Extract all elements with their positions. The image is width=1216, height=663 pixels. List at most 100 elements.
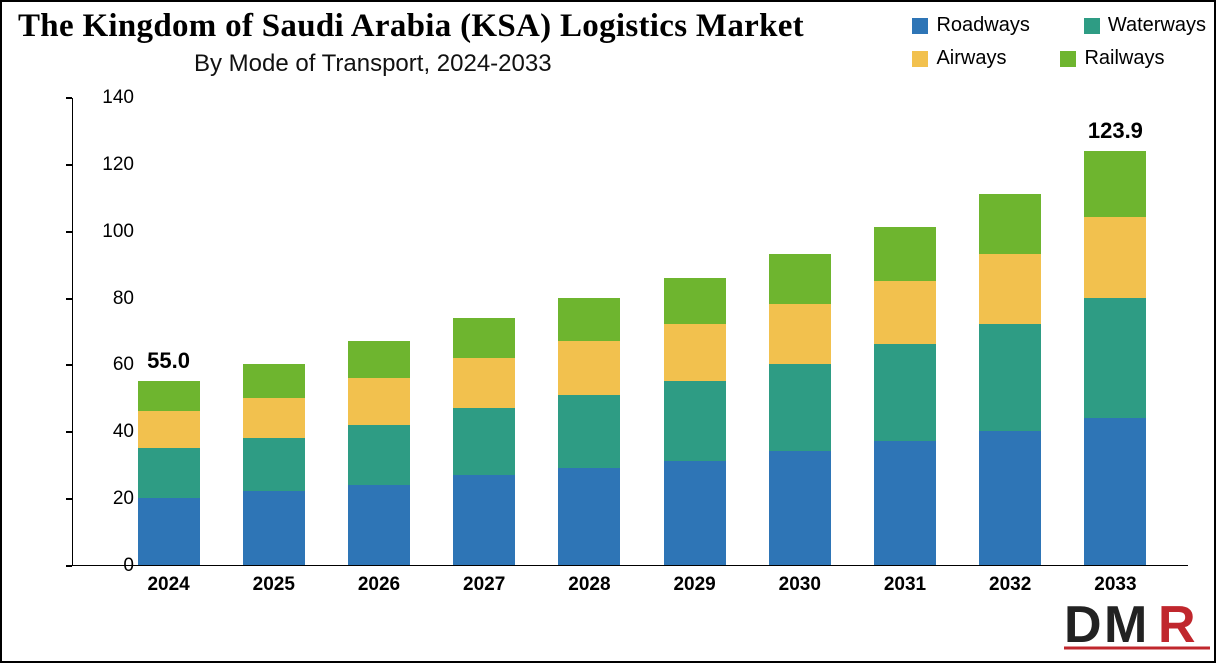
legend-label: Airways <box>936 47 1006 70</box>
y-tick <box>66 97 72 99</box>
bar-segment-roadways <box>874 441 936 565</box>
dmr-logo-icon: D M R <box>1064 596 1210 652</box>
bar-segment-railways <box>664 278 726 325</box>
x-tick-label: 2033 <box>1077 574 1153 596</box>
chart-title: The Kingdom of Saudi Arabia (KSA) Logist… <box>18 8 804 45</box>
legend-item-waterways: Waterways <box>1084 14 1206 37</box>
bar-segment-waterways <box>664 381 726 461</box>
legend-label: Railways <box>1084 47 1164 70</box>
bar-segment-airways <box>1084 217 1146 297</box>
y-tick-label: 120 <box>78 154 134 176</box>
legend-row-1: Roadways Waterways <box>912 14 1206 37</box>
legend-label: Roadways <box>936 14 1029 37</box>
bar-2024 <box>138 381 200 565</box>
bar-segment-roadways <box>348 485 410 565</box>
bar-2032 <box>979 194 1041 565</box>
chart-subtitle: By Mode of Transport, 2024-2033 <box>194 50 552 78</box>
y-tick <box>66 431 72 433</box>
legend-swatch-railways <box>1060 51 1076 67</box>
legend-item-roadways: Roadways <box>912 14 1029 37</box>
bar-2033 <box>1084 151 1146 565</box>
chart-frame: The Kingdom of Saudi Arabia (KSA) Logist… <box>0 0 1216 663</box>
y-tick-label: 0 <box>78 555 134 577</box>
bar-2027 <box>453 318 515 565</box>
bar-segment-railways <box>558 298 620 341</box>
y-tick <box>66 498 72 500</box>
x-tick-label: 2026 <box>341 574 417 596</box>
bar-segment-roadways <box>243 491 305 565</box>
y-tick-label: 20 <box>78 488 134 510</box>
bar-2029 <box>664 278 726 565</box>
y-tick <box>66 364 72 366</box>
bar-segment-railways <box>769 254 831 304</box>
y-tick-label: 140 <box>78 87 134 109</box>
bar-segment-waterways <box>1084 298 1146 418</box>
bar-segment-roadways <box>558 468 620 565</box>
bar-segment-roadways <box>453 475 515 565</box>
y-tick-label: 100 <box>78 221 134 243</box>
data-label: 123.9 <box>1072 118 1158 144</box>
bar-2025 <box>243 364 305 565</box>
x-tick-label: 2028 <box>551 574 627 596</box>
bar-segment-waterways <box>453 408 515 475</box>
bar-segment-railways <box>874 227 936 280</box>
logo-r: R <box>1158 596 1196 652</box>
bar-segment-railways <box>348 341 410 378</box>
bar-segment-airways <box>243 398 305 438</box>
x-axis <box>72 565 1188 566</box>
x-tick-label: 2032 <box>972 574 1048 596</box>
y-axis <box>72 98 73 566</box>
bar-segment-airways <box>348 378 410 425</box>
bar-2030 <box>769 254 831 565</box>
x-tick-label: 2027 <box>446 574 522 596</box>
bar-2026 <box>348 341 410 565</box>
y-tick-label: 40 <box>78 421 134 443</box>
bar-segment-roadways <box>664 461 726 565</box>
y-tick <box>66 565 72 567</box>
bar-segment-waterways <box>348 425 410 485</box>
bar-segment-railways <box>138 381 200 411</box>
bar-segment-roadways <box>979 431 1041 565</box>
x-tick-label: 2024 <box>131 574 207 596</box>
bar-segment-roadways <box>138 498 200 565</box>
legend-item-railways: Railways <box>1060 47 1164 70</box>
x-tick-label: 2025 <box>236 574 312 596</box>
data-label: 55.0 <box>126 348 212 374</box>
plot-area: 020406080100120140202455.020252026202720… <box>72 98 1188 566</box>
legend-swatch-waterways <box>1084 18 1100 34</box>
bar-segment-airways <box>453 358 515 408</box>
bar-segment-airways <box>138 411 200 448</box>
bar-segment-waterways <box>558 395 620 469</box>
logo-m: M <box>1104 596 1147 652</box>
bar-segment-waterways <box>138 448 200 498</box>
legend-swatch-airways <box>912 51 928 67</box>
x-tick-label: 2029 <box>657 574 733 596</box>
x-tick-label: 2031 <box>867 574 943 596</box>
bar-segment-railways <box>453 318 515 358</box>
bar-2028 <box>558 298 620 565</box>
legend-row-2: Airways Railways <box>912 47 1206 70</box>
bar-segment-railways <box>243 364 305 397</box>
y-tick <box>66 231 72 233</box>
bar-segment-waterways <box>243 438 305 491</box>
legend-label: Waterways <box>1108 14 1206 37</box>
x-tick-label: 2030 <box>762 574 838 596</box>
y-tick <box>66 164 72 166</box>
bar-segment-airways <box>664 324 726 381</box>
bar-segment-airways <box>769 304 831 364</box>
brand-logo: D M R <box>1064 596 1210 657</box>
legend-item-airways: Airways <box>912 47 1006 70</box>
bar-segment-roadways <box>1084 418 1146 565</box>
bar-segment-railways <box>1084 151 1146 218</box>
y-tick-label: 80 <box>78 288 134 310</box>
bar-segment-waterways <box>874 344 936 441</box>
legend-swatch-roadways <box>912 18 928 34</box>
bar-segment-roadways <box>769 451 831 565</box>
bar-segment-railways <box>979 194 1041 254</box>
y-tick <box>66 298 72 300</box>
logo-d: D <box>1064 596 1102 652</box>
legend: Roadways Waterways Airways Railways <box>912 14 1206 70</box>
bar-segment-waterways <box>769 364 831 451</box>
bar-segment-airways <box>874 281 936 345</box>
bar-segment-airways <box>558 341 620 394</box>
